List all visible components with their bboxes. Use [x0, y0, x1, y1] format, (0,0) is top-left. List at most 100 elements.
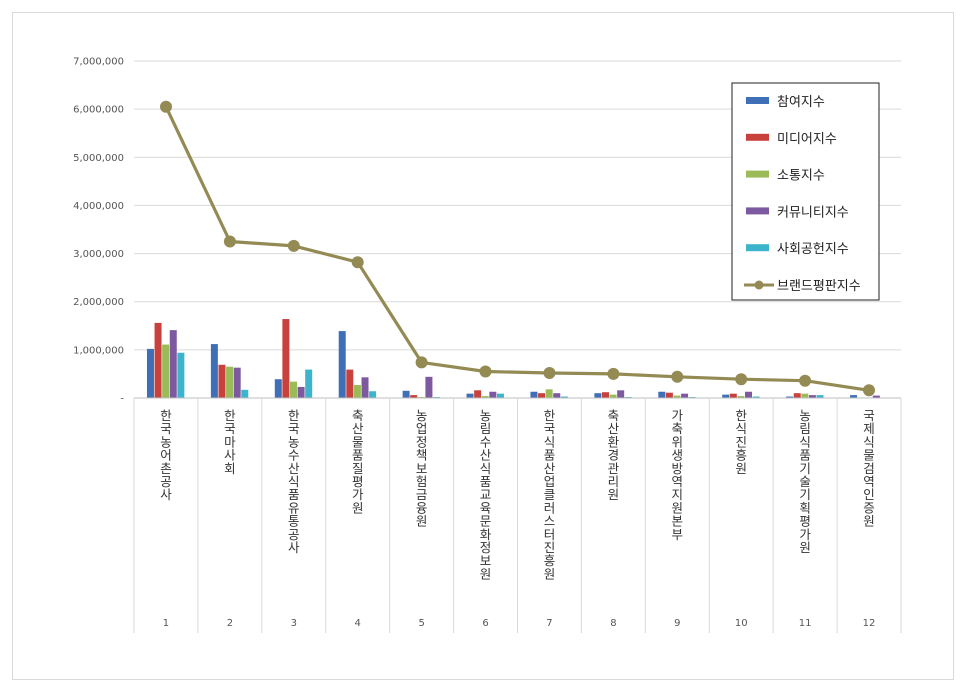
bar: [816, 395, 824, 398]
bar: [489, 391, 497, 398]
legend-swatch: [746, 97, 769, 104]
bar: [466, 393, 474, 398]
y-tick-label: 6,000,000: [73, 105, 124, 116]
bar: [801, 393, 809, 398]
bar: [177, 352, 185, 398]
y-tick-label: 5,000,000: [73, 153, 124, 164]
line-point: [415, 356, 428, 369]
bar: [808, 395, 816, 398]
bar: [545, 389, 553, 398]
line-point: [863, 384, 875, 397]
bar: [353, 385, 361, 398]
bar: [850, 395, 858, 398]
y-tick-label: 1,000,000: [73, 345, 124, 356]
rank-label: 11: [799, 618, 812, 629]
bar: [786, 396, 794, 398]
bar: [226, 366, 234, 398]
legend-label: 브랜드평판지수: [777, 279, 861, 294]
line-point: [160, 100, 172, 113]
bar: [673, 395, 681, 398]
bar: [553, 393, 561, 398]
rank-label: 6: [482, 618, 488, 629]
line-point: [607, 367, 620, 380]
y-axis: - 1,000,000 2,000,000 3,000,000 4,000,000 5,0…: [73, 57, 124, 405]
bar: [338, 331, 346, 398]
rank-label: 9: [674, 618, 680, 629]
legend-swatch: [746, 244, 769, 252]
y-tick-label: 4,000,000: [73, 201, 124, 212]
line-point: [223, 235, 236, 248]
legend-label: 커뮤니티지수: [777, 205, 849, 220]
bar: [241, 389, 249, 398]
bar: [297, 386, 305, 398]
bar: [402, 390, 410, 398]
rank-label: 8: [610, 618, 616, 629]
chart-frame: - 1,000,000 2,000,000 3,000,000 4,000,000 5,0…: [12, 12, 954, 680]
legend-label: 사회공헌지수: [777, 242, 849, 257]
bar: [282, 319, 290, 398]
bar: [169, 330, 177, 398]
bar: [538, 393, 546, 398]
legend-marker: [754, 280, 764, 290]
bar: [496, 393, 504, 398]
rank-label: 10: [735, 618, 748, 629]
bar: [530, 391, 538, 398]
bar: [305, 369, 313, 398]
line-point: [671, 370, 684, 383]
rank-label: 3: [291, 618, 297, 629]
legend-label: 미디어지수: [777, 132, 837, 147]
bar: [617, 390, 625, 398]
line-point: [799, 374, 812, 387]
line-point: [351, 256, 364, 269]
bar: [481, 396, 489, 398]
brand-index-line: [164, 106, 870, 392]
rank-label: 4: [355, 618, 361, 629]
bar: [658, 391, 666, 398]
rank-label: 12: [863, 618, 876, 629]
bar: [594, 393, 602, 398]
y-tick-label: 3,000,000: [73, 249, 124, 260]
bar: [162, 344, 170, 398]
bar: [872, 395, 880, 398]
line-series: [160, 100, 875, 397]
bar: [233, 367, 241, 398]
line-point: [543, 367, 556, 379]
gridlines: [134, 60, 901, 351]
line-point: [735, 373, 748, 386]
bar: [601, 392, 609, 398]
rank-label: 5: [418, 618, 424, 629]
bar: [474, 390, 482, 398]
bar: [793, 393, 801, 398]
bar: [560, 396, 568, 398]
bar: [218, 364, 226, 398]
bar: [274, 379, 282, 398]
legend-swatch: [746, 133, 769, 141]
rank-label: 2: [227, 618, 233, 629]
line-point: [479, 365, 492, 378]
bar: [361, 377, 369, 398]
bar: [665, 392, 673, 398]
bar: [745, 391, 753, 398]
bar: [346, 369, 354, 398]
bar: [146, 348, 154, 398]
y-tick-label: -: [120, 394, 124, 405]
rank-label: 7: [546, 618, 552, 629]
y-tick-label: 2,000,000: [73, 297, 124, 308]
bar: [410, 395, 418, 398]
line-point: [287, 239, 300, 252]
legend-swatch: [746, 207, 769, 215]
bar: [752, 396, 760, 398]
rank-label: 1: [163, 618, 169, 629]
